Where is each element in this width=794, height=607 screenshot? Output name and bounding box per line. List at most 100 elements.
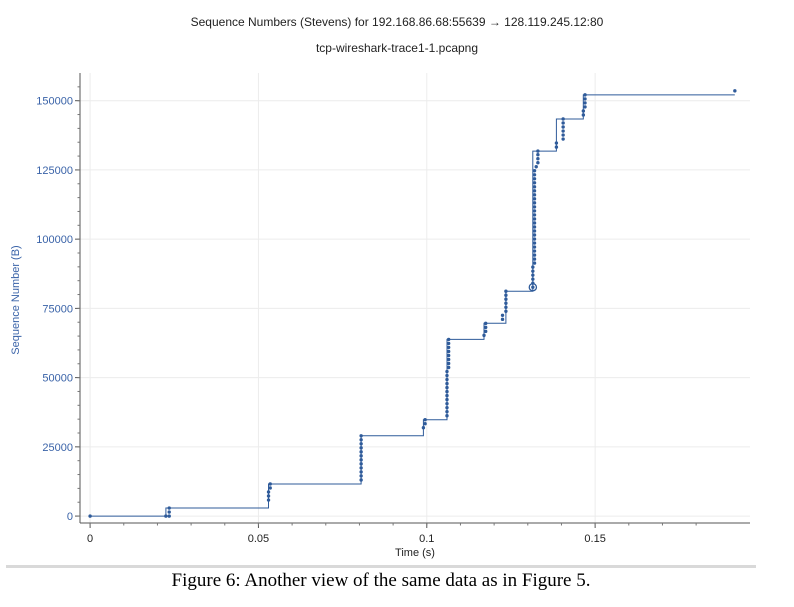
data-point <box>445 405 449 410</box>
data-point <box>359 438 363 442</box>
data-point <box>531 277 535 281</box>
data-point <box>504 309 508 313</box>
data-point <box>446 353 451 358</box>
data-point <box>532 237 537 241</box>
data-point <box>504 301 508 305</box>
data-point <box>445 413 449 418</box>
data-point <box>445 409 449 414</box>
data-point <box>359 462 363 466</box>
data-points-layer <box>88 89 737 518</box>
data-point <box>583 97 587 101</box>
data-point <box>268 486 272 490</box>
data-point <box>733 89 737 93</box>
data-point <box>445 385 449 390</box>
data-point <box>445 369 449 374</box>
data-point <box>532 197 537 201</box>
data-point <box>561 137 565 141</box>
data-point <box>445 401 449 406</box>
data-point <box>532 225 537 229</box>
data-point <box>532 173 537 177</box>
data-point <box>445 373 449 378</box>
data-point <box>359 458 363 462</box>
data-point <box>536 157 540 161</box>
data-point <box>532 169 537 173</box>
data-point <box>534 165 538 169</box>
data-point <box>482 333 486 338</box>
data-point <box>581 109 586 113</box>
data-point <box>266 490 271 494</box>
data-point <box>484 325 488 330</box>
data-point <box>266 498 271 502</box>
y-tick-label: 75000 <box>42 303 73 315</box>
data-point <box>504 305 508 309</box>
data-point <box>532 205 537 209</box>
data-point <box>554 145 559 149</box>
y-tick-label: 0 <box>67 511 73 523</box>
chart-subtitle: tcp-wireshark-trace1-1.pcapng <box>315 41 479 55</box>
data-point <box>88 514 92 518</box>
data-point <box>536 152 540 157</box>
data-point <box>484 321 488 326</box>
data-point <box>583 93 587 97</box>
data-point <box>446 345 451 350</box>
tick-labels: 0 0.05 0.1 0.15 0 25000 50000 75000 100000 125000… <box>36 96 606 545</box>
data-point <box>532 185 537 189</box>
data-point <box>531 273 535 277</box>
data-point <box>167 514 171 518</box>
data-point <box>359 470 363 474</box>
data-point <box>167 510 171 514</box>
data-point <box>446 361 451 366</box>
data-point <box>531 265 535 269</box>
data-point <box>359 466 363 470</box>
data-point <box>504 289 508 293</box>
data-point <box>446 337 451 342</box>
data-point <box>532 233 537 237</box>
y-tick-label: 50000 <box>42 373 73 385</box>
data-point <box>532 213 537 217</box>
data-point <box>266 494 271 498</box>
data-point <box>268 482 272 486</box>
axes <box>75 73 750 528</box>
data-point <box>446 349 451 354</box>
data-point <box>423 418 427 422</box>
data-point <box>445 377 449 382</box>
data-point <box>359 478 363 482</box>
figure-caption: Figure 6: Another view of the same data … <box>171 570 591 591</box>
data-point <box>484 329 488 334</box>
data-point <box>532 221 537 225</box>
data-point <box>445 381 449 386</box>
data-point <box>532 253 537 257</box>
data-point <box>445 397 449 402</box>
data-point <box>554 141 559 145</box>
data-point <box>532 257 537 261</box>
data-point <box>561 129 565 133</box>
data-point <box>167 506 171 510</box>
data-point <box>536 161 540 165</box>
data-point <box>423 422 427 426</box>
data-point <box>359 454 363 458</box>
data-point <box>446 357 451 362</box>
grid-lines <box>80 73 750 523</box>
x-tick-label: 0.05 <box>248 533 269 545</box>
highlighted-point-center <box>531 285 535 289</box>
data-point <box>504 293 508 297</box>
data-point <box>532 261 537 265</box>
data-point <box>446 365 451 370</box>
data-point <box>445 393 449 398</box>
data-point <box>359 442 363 446</box>
data-point <box>561 125 565 129</box>
data-point <box>421 426 426 430</box>
chart-title: Sequence Numbers (Stevens) for 192.168.8… <box>190 15 604 29</box>
data-point <box>532 241 537 245</box>
data-point <box>359 446 363 450</box>
data-point <box>561 133 565 137</box>
data-point <box>531 269 535 273</box>
step-line-layer <box>90 94 735 517</box>
data-point <box>581 113 586 117</box>
data-point <box>532 209 537 213</box>
y-tick-label: 100000 <box>36 234 73 246</box>
data-point <box>532 201 537 205</box>
data-point <box>532 193 537 197</box>
data-point <box>561 117 565 121</box>
sequence-step-line <box>90 94 735 517</box>
